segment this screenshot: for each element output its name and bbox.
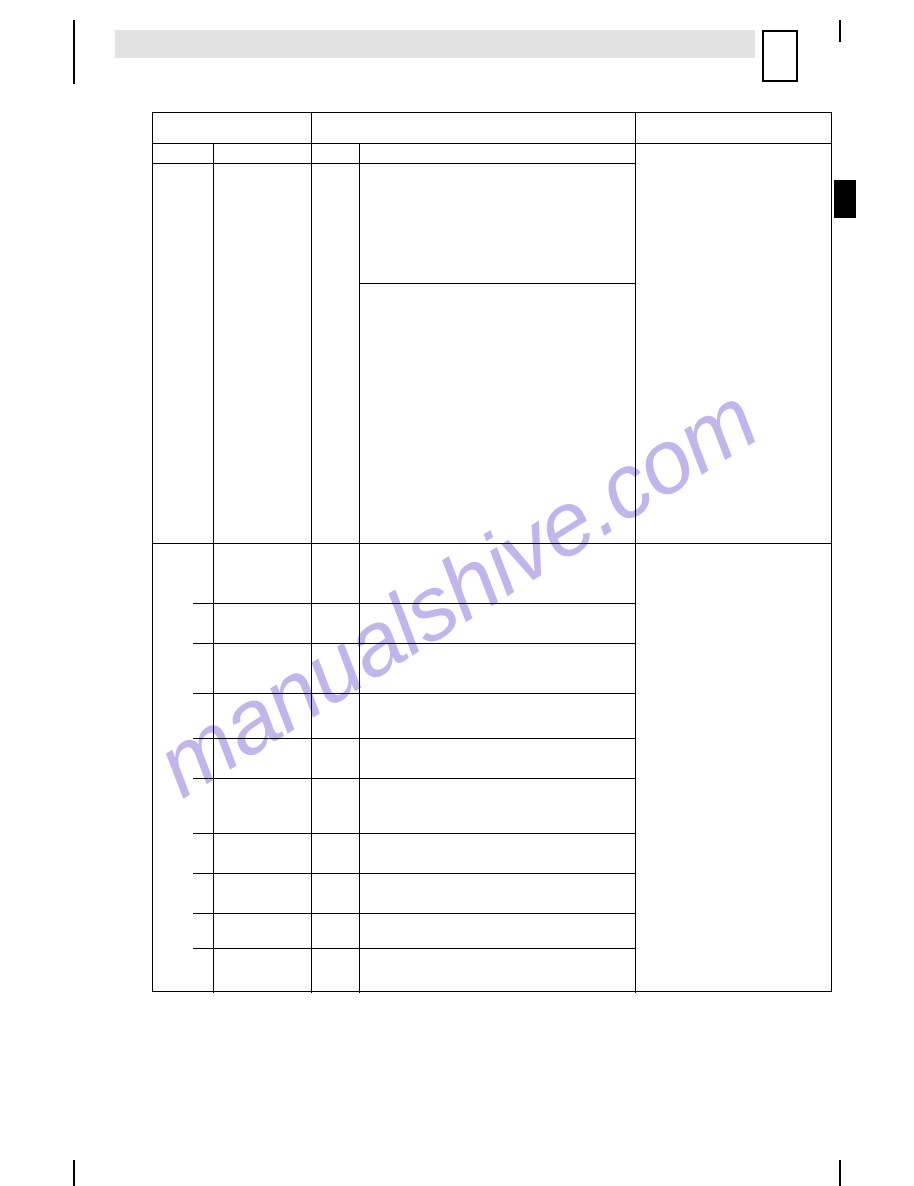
table-rule (193, 643, 635, 644)
table-rule (193, 913, 635, 914)
crop-mark-bottom-right (839, 1160, 841, 1186)
table-rule (359, 143, 360, 993)
crop-mark-top-right (839, 20, 841, 42)
table-rule (193, 603, 635, 604)
table-rule (153, 143, 831, 144)
main-table (152, 112, 832, 992)
table-rule (193, 873, 635, 874)
table-rule (153, 543, 831, 544)
table-rule (213, 143, 214, 993)
table-rule (193, 833, 635, 834)
crop-mark-bottom-left (73, 1160, 75, 1186)
table-rule (153, 163, 635, 164)
page-number-box (762, 30, 798, 82)
table-rule (359, 283, 635, 284)
section-tab (834, 180, 856, 218)
table-rule (193, 948, 635, 949)
table-rule (193, 738, 635, 739)
table-rule (311, 113, 312, 993)
header-bar (115, 30, 755, 58)
table-rule (635, 113, 636, 993)
table-rule (193, 693, 635, 694)
table-rule (193, 778, 635, 779)
page-frame (0, 0, 914, 1186)
crop-mark-top-left (73, 20, 75, 84)
